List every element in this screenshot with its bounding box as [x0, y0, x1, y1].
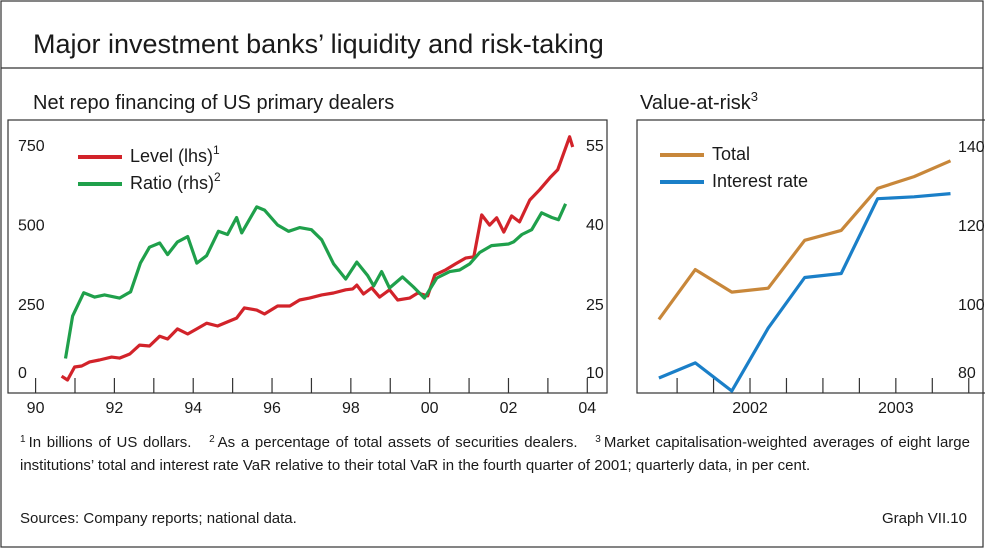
series-line — [60, 135, 575, 382]
y-tick-label: 120 — [958, 218, 985, 235]
y-tick-label: 0 — [18, 365, 27, 382]
footnotes: 1 In billions of US dollars. 2 As a percen… — [20, 428, 970, 477]
x-tick-label: 90 — [27, 400, 45, 417]
sources: Sources: Company reports; national data. — [20, 510, 297, 527]
legend-name: Level (lhs) — [130, 146, 213, 166]
chart-title: Value-at-risk3 — [640, 89, 758, 114]
y2-tick-label: 10 — [586, 365, 604, 382]
y2-tick-label: 25 — [586, 297, 604, 314]
y-tick-label: 140 — [958, 139, 985, 156]
plot-frame — [636, 119, 985, 394]
y-tick-label: 80 — [958, 365, 976, 382]
legend-name: Ratio (rhs) — [130, 173, 214, 193]
chart-title: Net repo financing of US primary dealers — [33, 92, 394, 114]
x-tick-label: 96 — [263, 400, 281, 417]
y-tick-label: 500 — [18, 218, 45, 235]
x-tick-label: 2002 — [732, 400, 768, 417]
footnote-marker: 3 — [595, 434, 601, 445]
y2-tick-label: 55 — [586, 138, 604, 155]
x-tick-label: 92 — [106, 400, 124, 417]
plot-frame — [7, 119, 608, 394]
y-tick-label: 250 — [18, 297, 45, 314]
legend-label: Interest rate — [712, 171, 808, 191]
footnote-marker: 1 — [20, 434, 26, 445]
chart-title-note: 3 — [751, 89, 758, 104]
footnote: 2 As a percentage of total assets of secu… — [209, 434, 577, 451]
chart-title-text: Net repo financing of US primary dealers — [33, 92, 394, 114]
x-tick-label: 04 — [578, 400, 596, 417]
series-line — [658, 192, 951, 393]
legend-label: Total — [712, 144, 750, 164]
legend-label: Ratio (rhs)2 — [130, 170, 221, 193]
x-tick-label: 02 — [500, 400, 518, 417]
chart-title-text: Value-at-risk — [640, 92, 752, 114]
x-tick-label: 00 — [421, 400, 439, 417]
y-tick-label: 750 — [18, 138, 45, 155]
footnote: 1 In billions of US dollars. — [20, 434, 191, 451]
footnote-text: As a percentage of total assets of secur… — [217, 434, 578, 451]
series-line — [63, 203, 568, 359]
y-tick-label: 100 — [958, 297, 985, 314]
legend-note: 2 — [214, 170, 221, 184]
x-tick-label: 98 — [342, 400, 360, 417]
legend-label: Level (lhs)1 — [130, 143, 220, 166]
legend-name: Interest rate — [712, 171, 808, 191]
y2-tick-label: 40 — [586, 217, 604, 234]
footnote: 3 Market capitalisation-weighted averages… — [20, 434, 970, 474]
x-tick-label: 94 — [184, 400, 202, 417]
footnote-marker: 2 — [209, 434, 215, 445]
legend-note: 1 — [213, 143, 220, 157]
x-tick-label: 2003 — [878, 400, 914, 417]
footnote-text: Market capitalisation-weighted averages … — [20, 434, 970, 474]
series-line — [657, 159, 952, 321]
graph-id: Graph VII.10 — [881, 510, 967, 527]
footnote-text: In billions of US dollars. — [28, 434, 192, 451]
graph-title: Major investment banks’ liquidity and ri… — [33, 29, 604, 59]
legend-name: Total — [712, 144, 750, 164]
